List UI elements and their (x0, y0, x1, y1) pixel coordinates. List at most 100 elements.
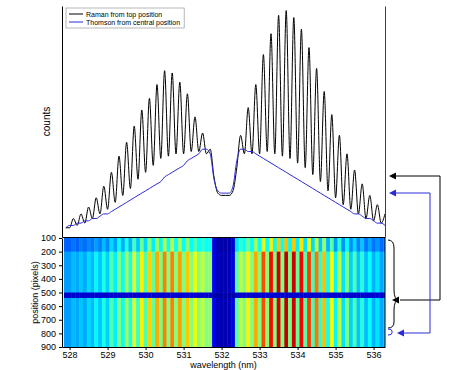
heatmap-cell (319, 293, 323, 299)
heatmap-cell (227, 293, 231, 299)
heatmap-cell (182, 298, 186, 347)
heatmap-cell (360, 298, 364, 347)
heatmap-cell (345, 298, 349, 347)
heatmap-cell (132, 293, 136, 299)
heatmap-cell (281, 298, 285, 347)
heatmap-cell (372, 238, 376, 252)
heatmap-cell (338, 252, 342, 293)
tick: 100 (41, 233, 62, 243)
heatmap-cell (91, 252, 95, 293)
heatmap-cell (319, 238, 323, 252)
heatmap-cell (106, 298, 110, 347)
heatmap-cell (235, 293, 239, 299)
tick: 532 (215, 347, 230, 360)
heatmap-cell (167, 293, 171, 299)
heatmap-cell (212, 238, 216, 252)
frame-right (385, 238, 386, 347)
heatmap-cell (132, 298, 136, 347)
heatmap-cell (186, 252, 190, 293)
heatmap-cell (132, 252, 136, 293)
tick-label: 528 (63, 350, 78, 360)
heatmap-cell (167, 252, 171, 293)
heatmap-cell (303, 298, 307, 347)
tick: 531 (177, 347, 192, 360)
heatmap-cell (220, 252, 224, 293)
heatmap-cell (121, 298, 125, 347)
heatmap-cell (98, 298, 102, 347)
heatmap-cell (144, 252, 148, 293)
heatmap-cell (262, 298, 266, 347)
tick-label: 536 (367, 350, 382, 360)
tick-label: 400 (41, 274, 56, 284)
tick: 536 (367, 347, 382, 360)
heatmap-cell (262, 238, 266, 252)
arrow-connector (396, 176, 440, 300)
heatmap-cell (174, 238, 178, 252)
heatmap-cell (277, 298, 281, 347)
tick: 200 (41, 247, 62, 257)
heatmap-cell (330, 238, 334, 252)
heatmap-cell (349, 252, 353, 293)
heatmap-cell (288, 298, 292, 347)
heatmap-cell (106, 238, 110, 252)
tick: 530 (139, 347, 154, 360)
heatmap-cell (178, 238, 182, 252)
heatmap-cell (372, 298, 376, 347)
chart-container: countsRaman from top positionThomson fro… (0, 0, 463, 370)
heatmap-cell (357, 293, 361, 299)
y-axis-title: counts (41, 107, 52, 136)
heatmap-cell (376, 293, 380, 299)
heatmap-cell (125, 298, 129, 347)
heatmap-cell (113, 293, 117, 299)
heatmap-cell (307, 293, 311, 299)
heatmap-cell (243, 238, 247, 252)
x-axis: 528529530531532533534535536 (63, 347, 386, 360)
heatmap-cell (277, 293, 281, 299)
arrow-head (397, 330, 404, 337)
heatmap-cell (151, 238, 155, 252)
heatmap-cell (72, 238, 76, 252)
heatmap-cell (303, 238, 307, 252)
heatmap-cell (311, 298, 315, 347)
heatmap-cell (144, 298, 148, 347)
heatmap-cell (87, 293, 91, 299)
tick-mark (59, 306, 62, 307)
tick-label: 534 (291, 350, 306, 360)
x-axis-top (63, 237, 386, 238)
heatmap-cell (193, 293, 197, 299)
heatmap-cell (379, 298, 383, 347)
heatmap-cell (121, 252, 125, 293)
heatmap-cell (201, 298, 205, 347)
heatmap-cell (300, 238, 304, 252)
brace (388, 240, 399, 328)
heatmap-cell (372, 293, 376, 299)
legend-swatch (69, 22, 83, 23)
heatmap-cell (163, 298, 167, 347)
heatmap-cell (307, 252, 311, 293)
heatmap-cell (167, 238, 171, 252)
heatmap-cell (189, 298, 193, 347)
heatmap-cell (182, 293, 186, 299)
heatmap-cell (129, 293, 133, 299)
heatmap-cell (170, 252, 174, 293)
tick-label: 533 (253, 350, 268, 360)
heatmap-cell (79, 293, 83, 299)
heatmap-cell (227, 252, 231, 293)
tick-label: 600 (41, 302, 56, 312)
heatmap-cell (174, 293, 178, 299)
heatmap-cell (376, 252, 380, 293)
heatmap-cell (79, 252, 83, 293)
heatmap-cell (155, 238, 159, 252)
heatmap-cell (364, 252, 368, 293)
tick-mark (59, 252, 62, 253)
heatmap-cell (113, 252, 117, 293)
tick-label: 530 (139, 350, 154, 360)
heatmap-cell (357, 298, 361, 347)
heatmap-cell (205, 238, 209, 252)
heatmap-cell (300, 252, 304, 293)
heatmap-cell (129, 252, 133, 293)
heatmap-cell (121, 293, 125, 299)
heatmap-cell (106, 252, 110, 293)
tick-mark (59, 265, 62, 266)
heatmap-cell (311, 293, 315, 299)
